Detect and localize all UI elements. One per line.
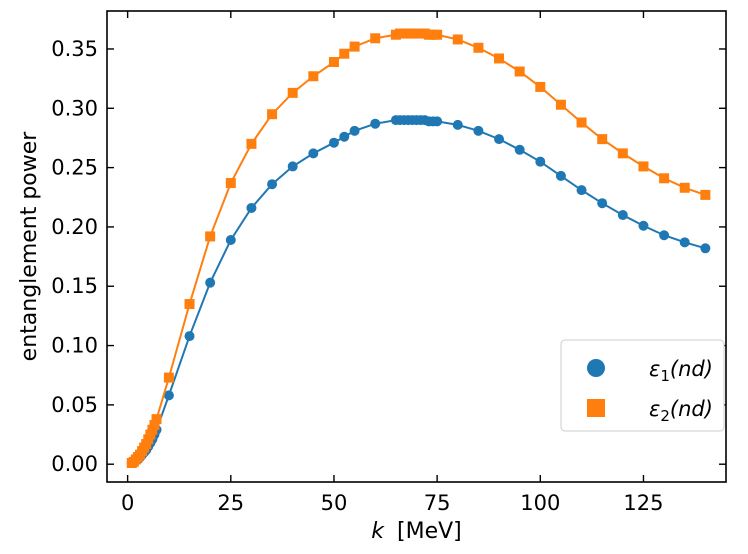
data-point-series-2	[163, 372, 174, 383]
data-point-series-1	[339, 131, 350, 142]
data-point-series-1	[308, 148, 319, 159]
data-point-series-1	[370, 118, 381, 129]
y-axis-label: entanglement power	[17, 131, 42, 362]
y-tick-label: 0.10	[51, 334, 98, 358]
plot-frame	[106, 10, 727, 483]
data-point-series-1	[267, 179, 278, 190]
data-point-series-1	[349, 125, 360, 136]
x-axis-label-var: k	[371, 519, 385, 544]
data-point-series-1	[617, 210, 628, 221]
data-point-series-2	[225, 178, 236, 189]
x-tick-label: 50	[321, 491, 348, 515]
y-tick-label: 0.35	[51, 37, 98, 61]
legend-label-symbol: ε	[649, 397, 660, 421]
x-tick-label: 0	[121, 491, 134, 515]
data-point-series-2	[576, 117, 587, 128]
legend: ε1(nd)ε2(nd)	[560, 339, 725, 432]
x-tick-label: 25	[217, 491, 244, 515]
legend-label-subscript: 1	[660, 367, 670, 385]
data-point-series-2	[370, 33, 381, 44]
data-point-series-1	[700, 243, 711, 254]
y-tick-label: 0.30	[51, 96, 98, 120]
data-point-series-1	[555, 170, 566, 181]
legend-marker-1	[587, 359, 605, 377]
data-point-series-1	[473, 125, 484, 136]
data-point-series-2	[184, 299, 195, 310]
data-point-series-1	[638, 220, 649, 231]
data-point-series-2	[700, 189, 711, 200]
x-tick-label: 125	[623, 491, 663, 515]
legend-marker-2	[587, 399, 605, 417]
y-tick-label: 0.05	[51, 393, 98, 417]
data-point-series-1	[225, 234, 236, 245]
y-tick-label: 0.25	[51, 156, 98, 180]
data-point-series-2	[151, 414, 162, 425]
data-point-series-2	[659, 173, 670, 184]
legend-label-rest: (nd)	[670, 397, 713, 421]
data-point-series-1	[163, 390, 174, 401]
data-point-series-2	[308, 71, 319, 82]
data-point-series-1	[205, 277, 216, 288]
data-point-series-2	[349, 41, 360, 52]
data-point-series-1	[432, 116, 443, 127]
data-point-series-2	[452, 34, 463, 45]
data-point-series-2	[617, 148, 628, 159]
data-point-series-2	[339, 48, 350, 59]
y-tick-label: 0.00	[51, 452, 98, 476]
data-point-series-2	[267, 109, 278, 120]
data-point-series-2	[555, 99, 566, 110]
data-point-series-2	[149, 420, 160, 431]
data-point-series-1	[246, 202, 257, 213]
data-point-series-2	[638, 161, 649, 172]
data-point-series-2	[473, 42, 484, 53]
data-point-series-1	[184, 331, 195, 342]
series-layer	[126, 28, 711, 469]
data-point-series-1	[328, 137, 339, 148]
legend-label-2: ε2(nd)	[649, 397, 713, 425]
data-point-series-2	[328, 57, 339, 68]
x-tick-label: 75	[424, 491, 451, 515]
data-point-series-2	[514, 66, 525, 77]
data-point-series-1	[597, 198, 608, 209]
x-axis-label-unit: [MeV]	[397, 519, 462, 544]
data-point-series-1	[535, 156, 546, 167]
data-point-series-2	[205, 231, 216, 242]
data-point-series-1	[514, 144, 525, 155]
legend-label-rest: (nd)	[670, 357, 713, 381]
data-point-series-2	[597, 134, 608, 145]
data-point-series-2	[432, 29, 443, 40]
data-point-series-2	[535, 81, 546, 92]
data-point-series-2	[494, 53, 505, 64]
data-point-series-2	[287, 87, 298, 98]
x-axis-label: k [MeV]	[371, 519, 461, 544]
data-point-series-1	[659, 230, 670, 241]
legend-label-subscript: 2	[660, 407, 670, 425]
data-point-series-1	[494, 134, 505, 145]
legend-label-symbol: ε	[649, 357, 660, 381]
data-point-series-1	[576, 185, 587, 196]
legend-label-1: ε1(nd)	[649, 357, 713, 385]
y-tick-label: 0.20	[51, 215, 98, 239]
data-point-series-1	[452, 119, 463, 130]
y-tick-label: 0.15	[51, 274, 98, 298]
data-point-series-2	[246, 138, 257, 149]
ticks-layer: 0 25 50 75 100 125 0.00 0.05 0.10 0.15 0.20 0.25 0.3…	[51, 11, 726, 515]
data-point-series-2	[679, 182, 690, 193]
data-point-series-1	[679, 237, 690, 248]
x-tick-label: 100	[520, 491, 560, 515]
data-point-series-1	[287, 161, 298, 172]
